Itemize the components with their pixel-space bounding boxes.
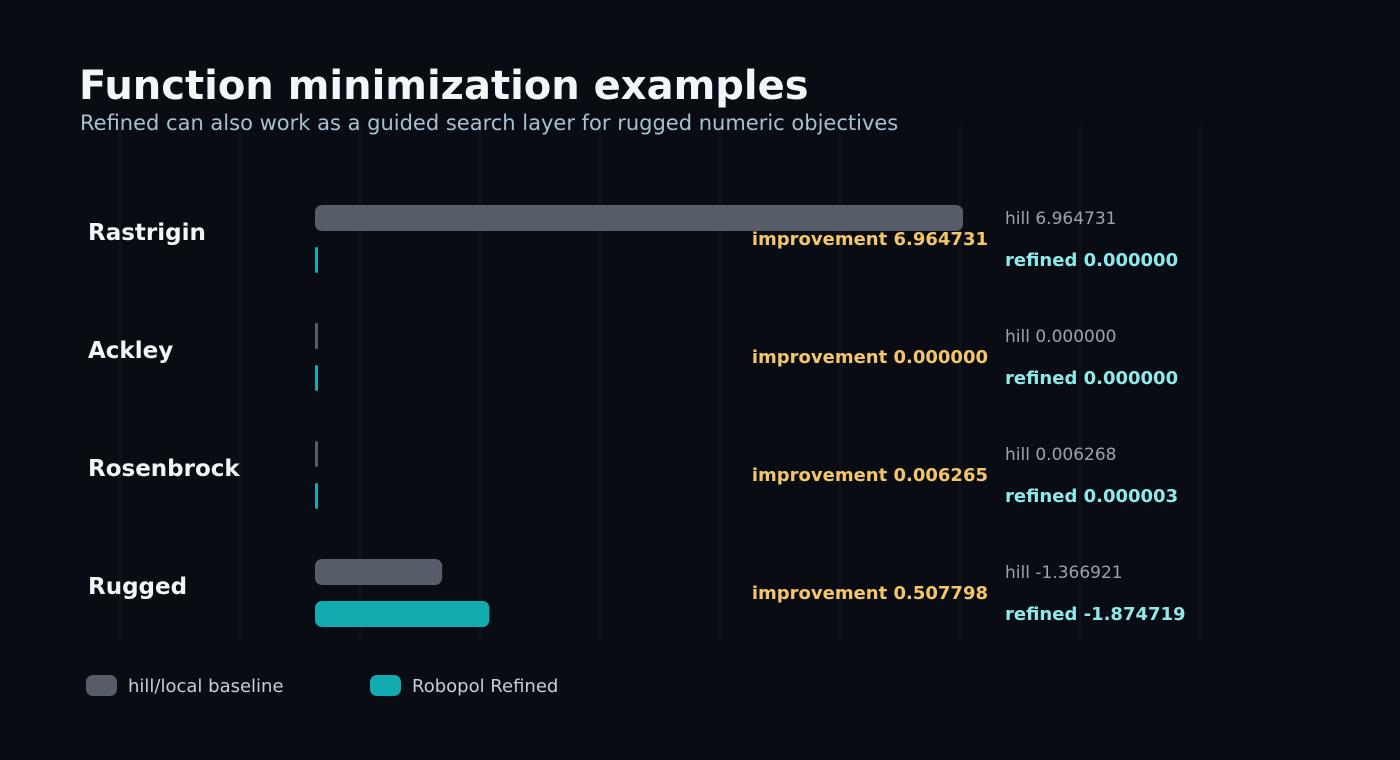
category-label: Rastrigin <box>88 220 206 246</box>
legend-label-baseline: hill/local baseline <box>128 676 284 697</box>
refined-value-label: refined 0.000000 <box>1005 250 1178 271</box>
chart-row: Rosenbrock improvement 0.006265 hill 0.006… <box>88 441 1178 509</box>
refined-value-label: refined -1.874719 <box>1005 604 1186 625</box>
hill-value-label: hill 0.000000 <box>1005 327 1116 347</box>
improvement-label: improvement 0.006265 <box>752 465 988 486</box>
chart-title: Function minimization examples <box>79 63 809 109</box>
bar-refined <box>315 365 318 391</box>
bar-baseline <box>315 441 318 467</box>
hill-value-label: hill -1.366921 <box>1005 563 1123 583</box>
refined-value-label: refined 0.000003 <box>1005 486 1178 507</box>
chart-row: Rastrigin improvement 6.964731 hill 6.9647… <box>88 205 1178 273</box>
bar-refined <box>315 483 318 509</box>
chart-row: Rugged improvement 0.507798 hill -1.366921… <box>88 559 1186 627</box>
bar-baseline <box>315 559 443 585</box>
legend: hill/local baseline Robopol Refined <box>86 675 558 697</box>
improvement-label: improvement 0.000000 <box>752 347 988 368</box>
legend-label-refined: Robopol Refined <box>412 676 558 697</box>
legend-swatch-refined <box>370 675 401 696</box>
bar-baseline <box>315 323 318 349</box>
chart-rows: Rastrigin improvement 6.964731 hill 6.9647… <box>88 205 1186 627</box>
legend-swatch-baseline <box>86 675 117 696</box>
bar-refined <box>315 247 318 273</box>
improvement-label: improvement 6.964731 <box>752 229 988 250</box>
category-label: Rugged <box>88 574 187 600</box>
refined-value-label: refined 0.000000 <box>1005 368 1178 389</box>
chart-subtitle: Refined can also work as a guided search… <box>80 111 898 135</box>
bar-baseline <box>315 205 963 231</box>
hill-value-label: hill 6.964731 <box>1005 209 1116 229</box>
hill-value-label: hill 0.006268 <box>1005 445 1116 465</box>
improvement-label: improvement 0.507798 <box>752 583 988 604</box>
category-label: Ackley <box>88 338 173 364</box>
chart-row: Ackley improvement 0.000000 hill 0.000000 r… <box>88 323 1178 391</box>
bar-refined <box>315 601 490 627</box>
category-label: Rosenbrock <box>88 456 240 482</box>
